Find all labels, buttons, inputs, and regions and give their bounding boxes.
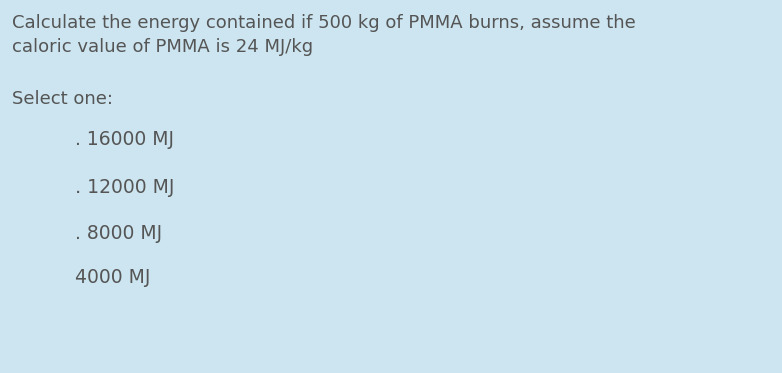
Text: caloric value of PMMA is 24 MJ/kg: caloric value of PMMA is 24 MJ/kg	[12, 38, 313, 56]
Text: Calculate the energy contained if 500 kg of PMMA burns, assume the: Calculate the energy contained if 500 kg…	[12, 14, 636, 32]
Text: . 8000 MJ: . 8000 MJ	[75, 224, 162, 243]
Text: Select one:: Select one:	[12, 90, 113, 108]
Text: ․ 12000 MJ: ․ 12000 MJ	[75, 178, 174, 197]
Text: 4000 MJ: 4000 MJ	[75, 268, 150, 287]
Text: . 16000 MJ: . 16000 MJ	[75, 130, 174, 149]
